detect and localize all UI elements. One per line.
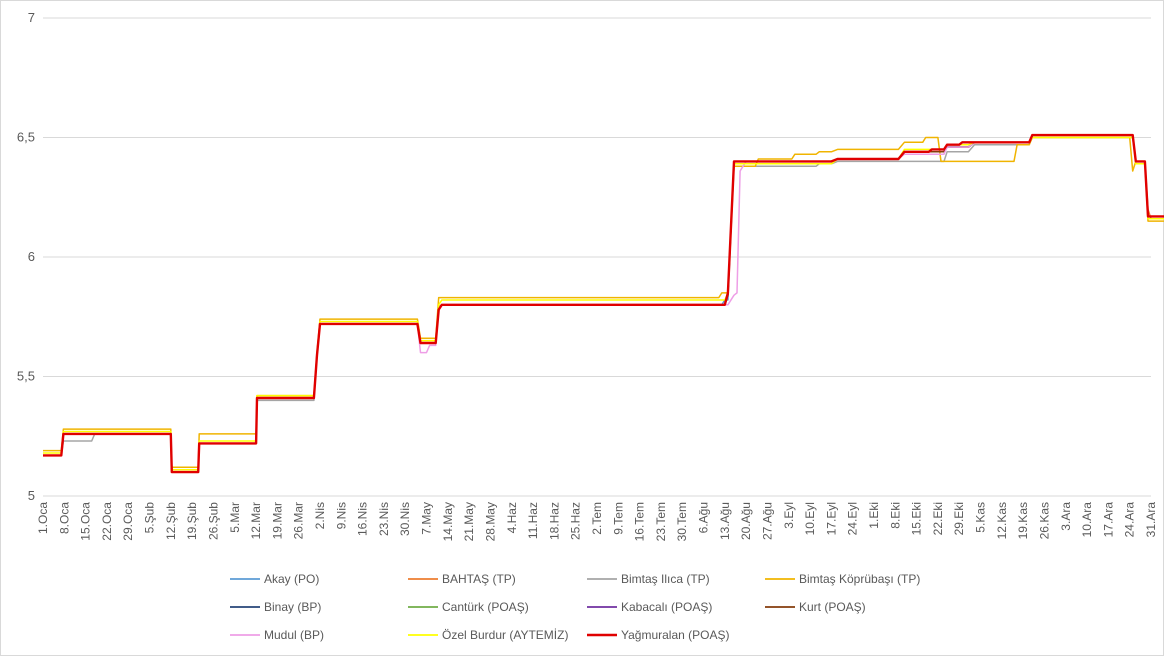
x-tick-label: 7.May	[420, 502, 434, 535]
legend-label: Akay (PO)	[264, 572, 319, 586]
x-tick-label: 5.Şub	[143, 502, 157, 534]
x-tick-label: 11.Haz	[526, 502, 540, 539]
x-tick-label: 2.Nis	[313, 502, 327, 529]
x-tick-label: 27.Ağu	[760, 502, 774, 540]
x-tick-label: 3.Ara	[1059, 502, 1073, 531]
x-tick-label: 12.Şub	[164, 502, 178, 540]
y-axis-ticks: 5 5,5 6 6,5 7	[17, 10, 35, 503]
x-tick-label: 1.Eki	[867, 502, 881, 529]
x-tick-label: 30.Nis	[398, 502, 412, 536]
legend-label: Mudul (BP)	[264, 628, 324, 642]
x-tick-label: 17.Ara	[1101, 502, 1115, 538]
x-tick-label: 18.Haz	[547, 502, 561, 540]
x-tick-label: 22.Oca	[100, 502, 114, 541]
x-axis-ticks: 1.Oca 8.Oca 15.Oca 22.Oca 29.Oca 5.Şub 12.Şub 1…	[36, 502, 1158, 542]
x-tick-label: 5.Mar	[228, 502, 242, 533]
legend-label: Cantürk (POAŞ)	[442, 600, 529, 614]
legend-label: Kurt (POAŞ)	[799, 600, 866, 614]
x-tick-label: 9.Nis	[334, 502, 348, 529]
x-tick-label: 31.Ara	[1144, 502, 1158, 538]
x-tick-label: 3.Eyl	[782, 502, 796, 529]
y-tick-label: 6,5	[17, 130, 35, 145]
x-tick-label: 10.Eyl	[803, 502, 817, 535]
x-tick-label: 16.Nis	[356, 502, 370, 536]
x-tick-label: 22.Eki	[931, 502, 945, 535]
x-tick-label: 21.May	[462, 502, 476, 541]
x-tick-label: 19.Mar	[270, 502, 284, 539]
x-tick-label: 25.Haz	[569, 502, 583, 540]
x-tick-label: 24.Ara	[1123, 502, 1137, 538]
x-tick-label: 6.Ağu	[697, 502, 711, 533]
series-line-11	[43, 133, 1164, 474]
x-tick-label: 24.Eyl	[846, 502, 860, 535]
x-tick-label: 16.Tem	[633, 502, 647, 541]
x-tick-label: 12.Mar	[249, 502, 263, 539]
x-tick-label: 19.Kas	[1016, 502, 1030, 539]
x-tick-label: 12.Kas	[995, 502, 1009, 539]
x-tick-label: 28.May	[483, 502, 497, 541]
x-tick-label: 8.Eki	[888, 502, 902, 529]
x-tick-label: 8.Oca	[57, 502, 71, 534]
x-tick-label: 26.Mar	[292, 502, 306, 539]
x-tick-label: 10.Ara	[1080, 502, 1094, 538]
legend-label: Bimtaş Ilıca (TP)	[621, 572, 710, 586]
x-tick-label: 15.Oca	[79, 502, 93, 541]
series-lines	[43, 133, 1164, 474]
x-tick-label: 20.Ağu	[739, 502, 753, 540]
x-tick-label: 26.Şub	[206, 502, 220, 540]
legend-label: Yağmuralan (POAŞ)	[621, 628, 730, 642]
legend: Akay (PO) BAHTAŞ (TP) Bimtaş Ilıca (TP) Bim…	[230, 572, 920, 642]
x-tick-label: 23.Nis	[377, 502, 391, 536]
x-tick-label: 2.Tem	[590, 502, 604, 535]
x-tick-label: 29.Eki	[952, 502, 966, 535]
legend-label: Kabacalı (POAŞ)	[621, 600, 712, 614]
gridlines	[43, 17, 1151, 497]
legend-label: Bimtaş Köprübaşı (TP)	[799, 572, 920, 586]
y-tick-label: 6	[28, 249, 35, 264]
y-tick-label: 5,5	[17, 369, 35, 384]
x-tick-label: 5.Kas	[974, 502, 988, 533]
x-tick-label: 1.Oca	[36, 502, 50, 534]
x-tick-label: 14.May	[441, 502, 455, 541]
legend-label: BAHTAŞ (TP)	[442, 572, 516, 586]
series-line-4	[43, 136, 1164, 469]
x-tick-label: 30.Tem	[675, 502, 689, 541]
x-tick-label: 19.Şub	[185, 502, 199, 540]
x-tick-label: 9.Tem	[611, 502, 625, 535]
x-tick-label: 15.Eki	[910, 502, 924, 535]
x-tick-label: 13.Ağu	[718, 502, 732, 540]
legend-label: Binay (BP)	[264, 600, 321, 614]
y-tick-label: 7	[28, 10, 35, 25]
x-tick-label: 23.Tem	[654, 502, 668, 541]
x-tick-label: 29.Oca	[121, 502, 135, 541]
x-tick-label: 17.Eyl	[824, 502, 838, 535]
legend-label: Özel Burdur (AYTEMİZ)	[442, 628, 568, 642]
y-tick-label: 5	[28, 488, 35, 503]
x-tick-label: 4.Haz	[505, 502, 519, 533]
x-tick-label: 26.Kas	[1037, 502, 1051, 539]
